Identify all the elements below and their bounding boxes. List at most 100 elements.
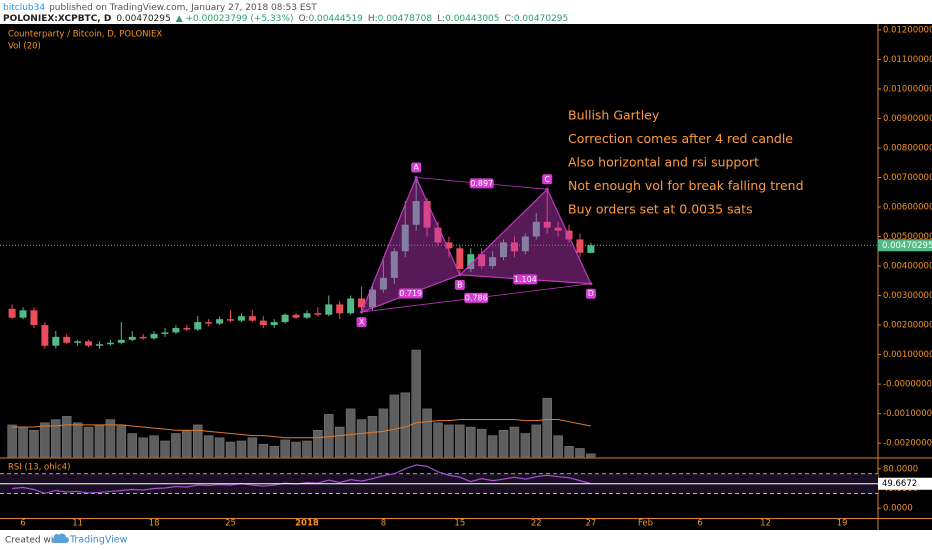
brand-logo xyxy=(51,533,69,543)
x-tick-label: 2018 xyxy=(295,519,319,529)
candle-body xyxy=(52,336,60,346)
pattern-point xyxy=(589,282,593,286)
last-price-box xyxy=(878,239,932,252)
candle-body xyxy=(150,333,158,339)
candle-body xyxy=(521,236,529,252)
candle-body xyxy=(270,322,278,326)
volume-bar xyxy=(498,430,509,458)
pattern-point xyxy=(545,187,549,191)
point-box xyxy=(585,288,596,299)
candle-body xyxy=(194,322,202,330)
candle-body xyxy=(259,320,267,326)
volume-bar xyxy=(160,440,170,458)
y-tick-label: 0.01000000 xyxy=(883,84,932,94)
volume-bar xyxy=(586,453,596,458)
y-tick-label: 0.00700000 xyxy=(883,173,932,183)
candle-body xyxy=(456,248,464,269)
point-label: D xyxy=(588,289,594,298)
candle-body xyxy=(401,224,409,252)
volume-bar xyxy=(553,435,563,458)
rsi-last-label: 49.6672 xyxy=(882,479,917,489)
candle-body xyxy=(8,308,16,318)
candle-body xyxy=(19,310,27,318)
footer-bar xyxy=(0,530,932,550)
candle-body xyxy=(227,319,235,321)
low-label: L: xyxy=(437,14,445,24)
footer-brand[interactable]: TradingView xyxy=(69,535,128,546)
low-value: 0.00443005 xyxy=(445,14,499,24)
volume-bar xyxy=(455,424,465,458)
volume-bar xyxy=(193,424,203,458)
candle-body xyxy=(554,227,562,231)
annotation: Also horizontal and rsi support xyxy=(568,155,759,170)
volume-bar xyxy=(40,422,50,458)
volume-bar xyxy=(29,430,39,458)
y-tick-label: 0.00900000 xyxy=(883,114,932,124)
candle-body xyxy=(500,242,508,258)
close-value: 0.00470295 xyxy=(514,14,568,24)
volume-bar xyxy=(313,430,323,458)
rsi-last-box xyxy=(878,477,932,490)
candle-body xyxy=(85,341,93,346)
candle-body xyxy=(95,344,103,346)
volume-bar xyxy=(214,437,225,458)
volume-bar xyxy=(83,426,94,458)
x-tick-label: 15 xyxy=(454,519,465,529)
volume-bar xyxy=(182,430,192,458)
ratio-label: 0.786 xyxy=(465,293,488,302)
point-label: B xyxy=(457,280,463,289)
volume-bar xyxy=(345,408,356,458)
open-label: O: xyxy=(298,14,308,24)
volume-bar xyxy=(433,422,443,458)
y-tick-label: -0.00100000 xyxy=(883,409,932,419)
published: published on TradingView.com, January 27… xyxy=(49,3,317,13)
candle-body xyxy=(510,242,518,252)
high-label: H: xyxy=(368,14,378,24)
candle-body xyxy=(445,242,453,249)
candle-body xyxy=(183,328,191,330)
volume-bar xyxy=(378,408,389,458)
volume-bar xyxy=(291,441,301,458)
candle-body xyxy=(117,339,125,343)
candle-body xyxy=(314,313,322,315)
open-value: 0.00444519 xyxy=(308,14,363,24)
x-tick-label: 27 xyxy=(585,519,596,529)
candle-body xyxy=(478,254,486,267)
volume-bar xyxy=(171,433,181,458)
chart-title: Counterparty / Bitcoin, D, POLONIEX xyxy=(8,30,162,40)
ratio-box xyxy=(464,292,489,303)
candle-body xyxy=(347,298,355,314)
x-tick-label: Feb xyxy=(638,519,653,529)
volume-bar xyxy=(367,416,378,458)
y-tick-label: 0.00800000 xyxy=(883,143,932,153)
candle-body xyxy=(325,304,333,315)
volume-bar xyxy=(51,419,61,458)
volume-ma-line xyxy=(12,419,591,439)
volume-bar xyxy=(94,424,105,458)
volume-bar xyxy=(116,424,127,458)
ratio-box xyxy=(469,178,494,189)
candle-body xyxy=(205,322,213,324)
ratio-box xyxy=(398,288,423,299)
pattern-point xyxy=(414,175,418,179)
volume-bar xyxy=(280,439,290,458)
candle-body xyxy=(368,289,376,308)
footer-text: Created with xyxy=(5,536,63,546)
volume-bar xyxy=(476,428,487,458)
x-tick-label: 11 xyxy=(72,519,83,529)
x-tick-label: 19 xyxy=(837,519,848,529)
candle-body xyxy=(303,313,311,318)
candle-body xyxy=(237,316,245,321)
x-tick-label: 6 xyxy=(697,519,702,529)
volume-legend: Vol (20) xyxy=(8,42,41,52)
annotation: Buy orders set at 0.0035 sats xyxy=(568,202,753,217)
volume-bar xyxy=(564,446,574,458)
volume-bar xyxy=(149,435,159,458)
author[interactable]: bitclub34 xyxy=(3,3,45,13)
volume-bar xyxy=(411,349,421,458)
y-tick-label: 0.00600000 xyxy=(883,202,932,212)
candle-body xyxy=(467,254,475,269)
y-tick-label: -0.00200000 xyxy=(883,439,932,449)
